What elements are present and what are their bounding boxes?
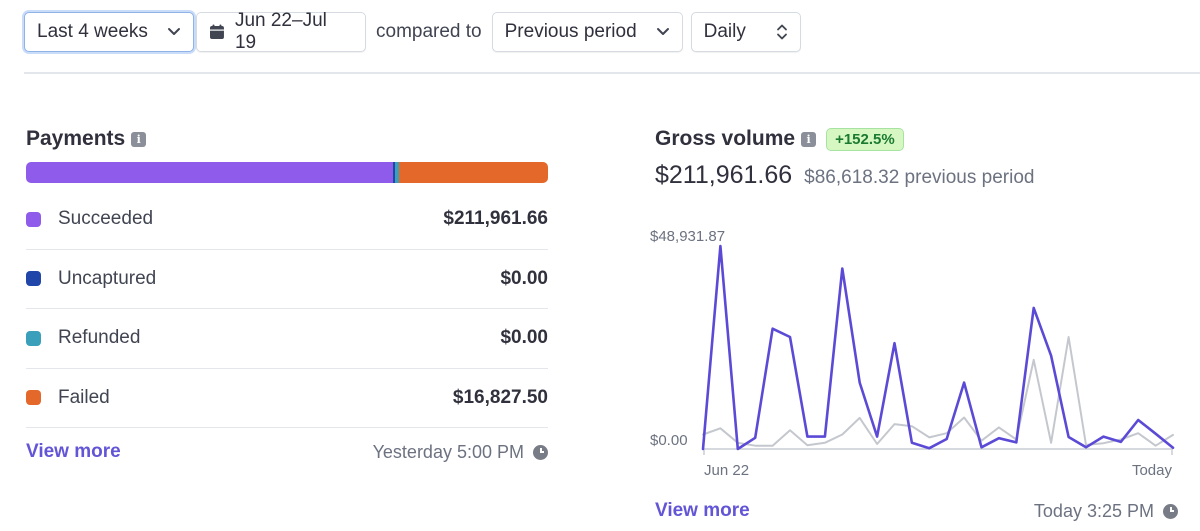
payment-row-value: $211,961.66: [443, 208, 548, 230]
filter-toolbar: Last 4 weeks Jun 22–Jul 19 compared to P…: [24, 10, 801, 53]
payments-panel: Payments i Succeeded $211,961.66 Uncapture…: [26, 126, 548, 463]
gross-volume-chart[interactable]: $48,931.87 $0.00 Jun 22 Today: [650, 224, 1180, 484]
legend-swatch: [26, 211, 41, 227]
payment-row-refunded[interactable]: Refunded $0.00: [26, 309, 548, 369]
payment-row-label: Refunded: [58, 327, 141, 349]
payment-row-succeeded[interactable]: Succeeded $211,961.66: [26, 190, 548, 250]
payments-title: Payments: [26, 127, 126, 150]
change-badge: +152.5%: [826, 127, 904, 151]
legend-swatch: [26, 271, 41, 287]
payment-row-label: Succeeded: [58, 208, 154, 230]
bar-segment-refunded: [395, 162, 400, 183]
previous-period-amount: $86,618.32 previous period: [804, 167, 1035, 188]
payment-row-left: Uncaptured: [26, 268, 156, 290]
compare-period-dropdown[interactable]: Previous period: [491, 12, 683, 52]
payments-updated: Yesterday 5:00 PM: [373, 442, 548, 463]
info-icon[interactable]: i: [801, 131, 817, 147]
gross-volume-header: Gross volume i +152.5%: [655, 126, 1180, 152]
gross-view-more-link[interactable]: View more: [655, 500, 750, 521]
info-icon[interactable]: i: [131, 131, 147, 147]
date-range-label: Last 4 weeks: [37, 21, 148, 42]
x-axis-start-label: Jun 22: [704, 462, 749, 479]
y-axis-max-label: $48,931.87: [650, 228, 725, 245]
payment-row-value: $16,827.50: [452, 386, 548, 408]
payment-row-left: Refunded: [26, 327, 140, 349]
chevron-down-icon: [656, 28, 669, 35]
x-axis-end-label: Today: [1132, 462, 1173, 479]
date-range-text: Jun 22–Jul 19: [234, 10, 327, 53]
payments-list: Succeeded $211,961.66 Uncaptured $0.00 Refun…: [26, 190, 548, 428]
toolbar-divider: [24, 72, 1200, 74]
compare-period-label: Previous period: [504, 21, 637, 42]
legend-swatch: [26, 330, 41, 346]
payment-row-value: $0.00: [500, 267, 548, 289]
payment-row-uncaptured[interactable]: Uncaptured $0.00: [26, 250, 548, 309]
bar-segment-succeeded: [26, 162, 393, 183]
payments-header: Payments i: [26, 126, 548, 152]
interval-select[interactable]: Daily: [690, 12, 801, 52]
gross-volume-footer: View more Today 3:25 PM: [655, 500, 1178, 522]
payment-row-left: Succeeded: [26, 208, 153, 230]
date-picker-button[interactable]: Jun 22–Jul 19: [196, 10, 366, 53]
gross-updated-text: Today 3:25 PM: [1033, 500, 1154, 521]
payment-row-value: $0.00: [500, 327, 548, 349]
current-period-line: [701, 244, 1175, 451]
payments-breakdown-bar: [26, 162, 548, 183]
payment-row-label: Failed: [58, 386, 110, 408]
gross-volume-amounts: $211,961.66 $86,618.32 previous period: [655, 161, 1180, 190]
gross-updated: Today 3:25 PM: [1034, 501, 1178, 522]
chevron-up-down-icon: [776, 24, 787, 40]
chevron-down-icon: [168, 28, 180, 35]
payments-footer: View more Yesterday 5:00 PM: [26, 441, 548, 463]
date-range-dropdown[interactable]: Last 4 weeks: [24, 12, 194, 52]
y-axis-min-label: $0.00: [650, 432, 688, 449]
clock-icon: [533, 444, 548, 460]
gross-volume-title: Gross volume: [655, 127, 796, 150]
payment-row-left: Failed: [26, 387, 110, 409]
bar-segment-uncaptured: [392, 162, 396, 183]
gross-volume-amount: $211,961.66: [655, 161, 793, 189]
gross-volume-panel: Gross volume i +152.5% $211,961.66 $86,6…: [650, 126, 1180, 521]
payment-row-failed[interactable]: Failed $16,827.50: [26, 369, 548, 428]
clock-icon: [1163, 503, 1178, 519]
bar-segment-failed: [399, 162, 548, 183]
interval-label: Daily: [703, 21, 746, 42]
payments-updated-text: Yesterday 5:00 PM: [372, 441, 524, 462]
legend-swatch: [26, 390, 41, 406]
compared-to-label: compared to: [376, 21, 482, 42]
previous-period-line: [702, 336, 1174, 447]
payments-view-more-link[interactable]: View more: [26, 441, 121, 462]
payment-row-label: Uncaptured: [58, 267, 157, 289]
calendar-icon: [209, 24, 224, 39]
